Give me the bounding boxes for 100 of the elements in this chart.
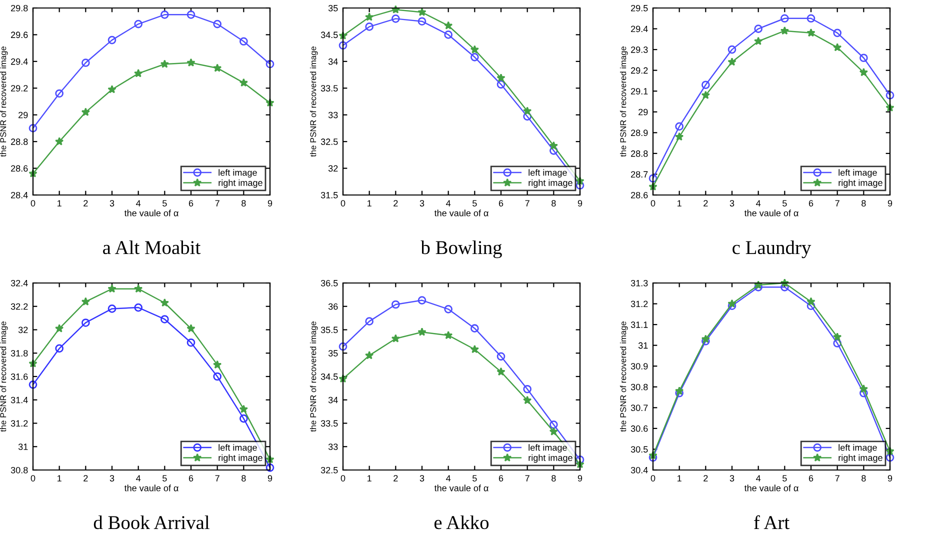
x-tick-label: 6 <box>808 200 814 206</box>
x-tick-label: 3 <box>420 475 424 482</box>
text: a Alt Moabit <box>103 240 201 254</box>
point <box>780 14 789 23</box>
point <box>186 324 196 332</box>
point <box>576 181 584 190</box>
point <box>648 174 658 183</box>
y-tick-label: 31.1 <box>630 322 648 328</box>
y-tick-label: 29.4 <box>631 26 648 32</box>
y-tick-label: 32.4 <box>10 280 28 286</box>
x-axis-title: the vaule of α <box>744 210 798 216</box>
point <box>365 12 374 21</box>
x-tick-label: 1 <box>368 200 372 206</box>
point <box>648 453 658 462</box>
point <box>338 342 348 351</box>
x-tick-label: 3 <box>110 200 114 206</box>
y-tick-label: 31 <box>638 342 648 349</box>
point <box>859 68 868 76</box>
x-tick-label: 8 <box>242 475 246 482</box>
point <box>728 45 736 54</box>
point <box>702 80 710 90</box>
point <box>470 344 479 354</box>
point <box>81 297 90 306</box>
x-tick-label: 8 <box>552 475 556 482</box>
x-tick-label: 4 <box>136 475 141 482</box>
x-tick-label: 0 <box>340 200 346 206</box>
point <box>550 146 558 155</box>
legend-label: left image <box>218 169 257 178</box>
point <box>28 124 38 132</box>
point <box>860 388 868 398</box>
text: f Art <box>754 515 790 530</box>
point <box>806 302 816 310</box>
point <box>82 318 90 327</box>
y-tick-label: 33.5 <box>320 85 338 92</box>
x-tick-label: 6 <box>498 475 504 482</box>
point <box>675 122 684 131</box>
point <box>160 315 169 324</box>
x-tick-label: 2 <box>704 475 708 482</box>
y-tick-label: 30.8 <box>10 466 28 474</box>
point <box>754 24 762 33</box>
x-tick-label: 9 <box>578 475 582 482</box>
x-tick-label: 4 <box>136 200 141 206</box>
point <box>266 60 274 68</box>
y-tick-label: 31.6 <box>10 373 28 380</box>
legend-label: left image <box>528 169 567 178</box>
x-tick-label: 4 <box>446 475 451 482</box>
point <box>391 334 400 342</box>
point <box>213 20 222 28</box>
point <box>675 132 684 141</box>
point <box>523 106 532 115</box>
point <box>108 36 116 44</box>
point <box>833 339 842 348</box>
y-tick-label: 31.8 <box>10 350 28 356</box>
y-tick-label: 34 <box>328 58 338 65</box>
x-tick-label: 5 <box>162 475 167 482</box>
point <box>675 388 684 398</box>
point <box>806 14 816 23</box>
x-tick-label: 3 <box>110 475 114 482</box>
y-tick-label: 30.5 <box>630 446 648 453</box>
y-tick-label: 28.4 <box>11 192 28 198</box>
y-tick-label: 36.5 <box>320 280 338 286</box>
point <box>55 344 64 353</box>
y-tick-label: 32 <box>18 326 28 334</box>
point <box>213 360 222 369</box>
point <box>108 304 116 313</box>
y-tick-label: 33.5 <box>320 420 338 427</box>
x-tick-label: 3 <box>730 200 734 206</box>
point <box>186 10 196 19</box>
x-tick-label: 7 <box>525 475 530 482</box>
point <box>81 108 90 116</box>
y-tick-label: 32.5 <box>320 466 338 474</box>
point <box>365 350 374 360</box>
y-tick-label: 29.3 <box>631 46 648 53</box>
point <box>55 324 64 332</box>
point <box>108 84 116 94</box>
y-tick-label: 28.6 <box>631 192 648 198</box>
x-tick-label: 0 <box>30 475 36 482</box>
x-tick-label: 5 <box>472 200 477 206</box>
point <box>338 41 348 50</box>
x-tick-label: 5 <box>782 200 787 206</box>
point <box>780 282 789 292</box>
point <box>728 299 736 308</box>
point <box>266 463 274 472</box>
point <box>675 386 684 395</box>
x-tick-label: 5 <box>782 475 787 482</box>
point <box>365 22 374 31</box>
point <box>418 328 426 336</box>
x-tick-label: 7 <box>525 200 530 206</box>
x-tick-label: 8 <box>862 475 866 482</box>
point <box>134 68 143 78</box>
y-tick-label: 34 <box>328 396 338 404</box>
y-tick-label: 29.6 <box>11 32 28 38</box>
y-axis-title: the PSNR of recovered image <box>620 322 628 432</box>
y-tick-label: 29.1 <box>631 88 648 94</box>
point <box>444 21 453 30</box>
x-axis-title: the vaule of α <box>744 484 798 492</box>
point <box>860 54 868 62</box>
point <box>418 8 426 16</box>
point <box>702 337 710 346</box>
point <box>523 384 532 394</box>
